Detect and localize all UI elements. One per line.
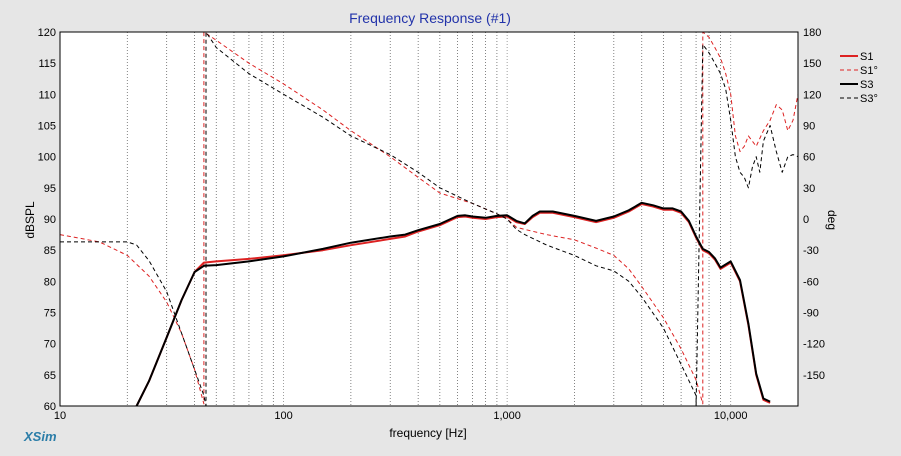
- legend-label: S3: [860, 79, 873, 91]
- y-tick-label: 100: [38, 152, 56, 164]
- y2-tick-label: 120: [803, 89, 821, 101]
- y2-tick-label: -120: [803, 339, 825, 351]
- y2-tick-label: 30: [803, 183, 815, 195]
- y2-axis-label: deg: [825, 210, 839, 230]
- y2-tick-label: -150: [803, 370, 825, 382]
- y-tick-label: 110: [38, 89, 56, 101]
- y-tick-label: 80: [44, 276, 56, 288]
- y-tick-label: 60: [44, 401, 56, 413]
- y-tick-label: 90: [44, 214, 56, 226]
- chart-title: Frequency Response (#1): [349, 10, 511, 26]
- xsim-logo: XSim: [23, 429, 57, 444]
- plot-frame: [59, 31, 799, 407]
- y2-tick-label: 0: [803, 214, 809, 226]
- x-tick-label: 100: [274, 410, 292, 422]
- y-tick-labels: 60 65 70 75 80 85 90 95 100 105 110 115 120: [38, 27, 56, 413]
- y2-tick-label: 180: [803, 27, 821, 39]
- y-tick-label: 70: [44, 339, 56, 351]
- y2-tick-label: 150: [803, 58, 821, 70]
- plot-area: [59, 31, 799, 407]
- legend-label: S1°: [860, 65, 878, 77]
- y2-tick-label: -90: [803, 308, 819, 320]
- series-4-line: [60, 31, 799, 407]
- y-tick-label: 95: [44, 183, 56, 195]
- y2-tick-label: 60: [803, 152, 815, 164]
- x-tick-label: 1,000: [493, 410, 521, 422]
- x-tick-label: 10,000: [714, 410, 748, 422]
- legend: S1 S1° S3 S3°: [840, 51, 878, 105]
- y-tick-label: 75: [44, 308, 56, 320]
- y-axis-label: dBSPL: [23, 201, 37, 239]
- curves-group: [59, 31, 799, 407]
- legend-label: S3°: [860, 93, 878, 105]
- y-tick-label: 120: [38, 27, 56, 39]
- y2-tick-labels: -150 -120 -90 -60 -30 0 30 60 90 120 150 180: [803, 27, 825, 382]
- y2-tick-label: -60: [803, 276, 819, 288]
- x-tick-label: 10: [54, 410, 66, 422]
- x-axis-label: frequency [Hz]: [389, 426, 466, 440]
- y2-tick-label: -30: [803, 245, 819, 257]
- y-tick-label: 105: [38, 121, 56, 133]
- y-tick-label: 115: [38, 58, 56, 70]
- legend-label: S1: [860, 51, 873, 63]
- y-tick-label: 85: [44, 245, 56, 257]
- series-3-line: [135, 201, 771, 407]
- y2-tick-label: 90: [803, 121, 815, 133]
- y-tick-label: 65: [44, 370, 56, 382]
- x-tick-labels: 10 100 1,000 10,000: [54, 410, 748, 422]
